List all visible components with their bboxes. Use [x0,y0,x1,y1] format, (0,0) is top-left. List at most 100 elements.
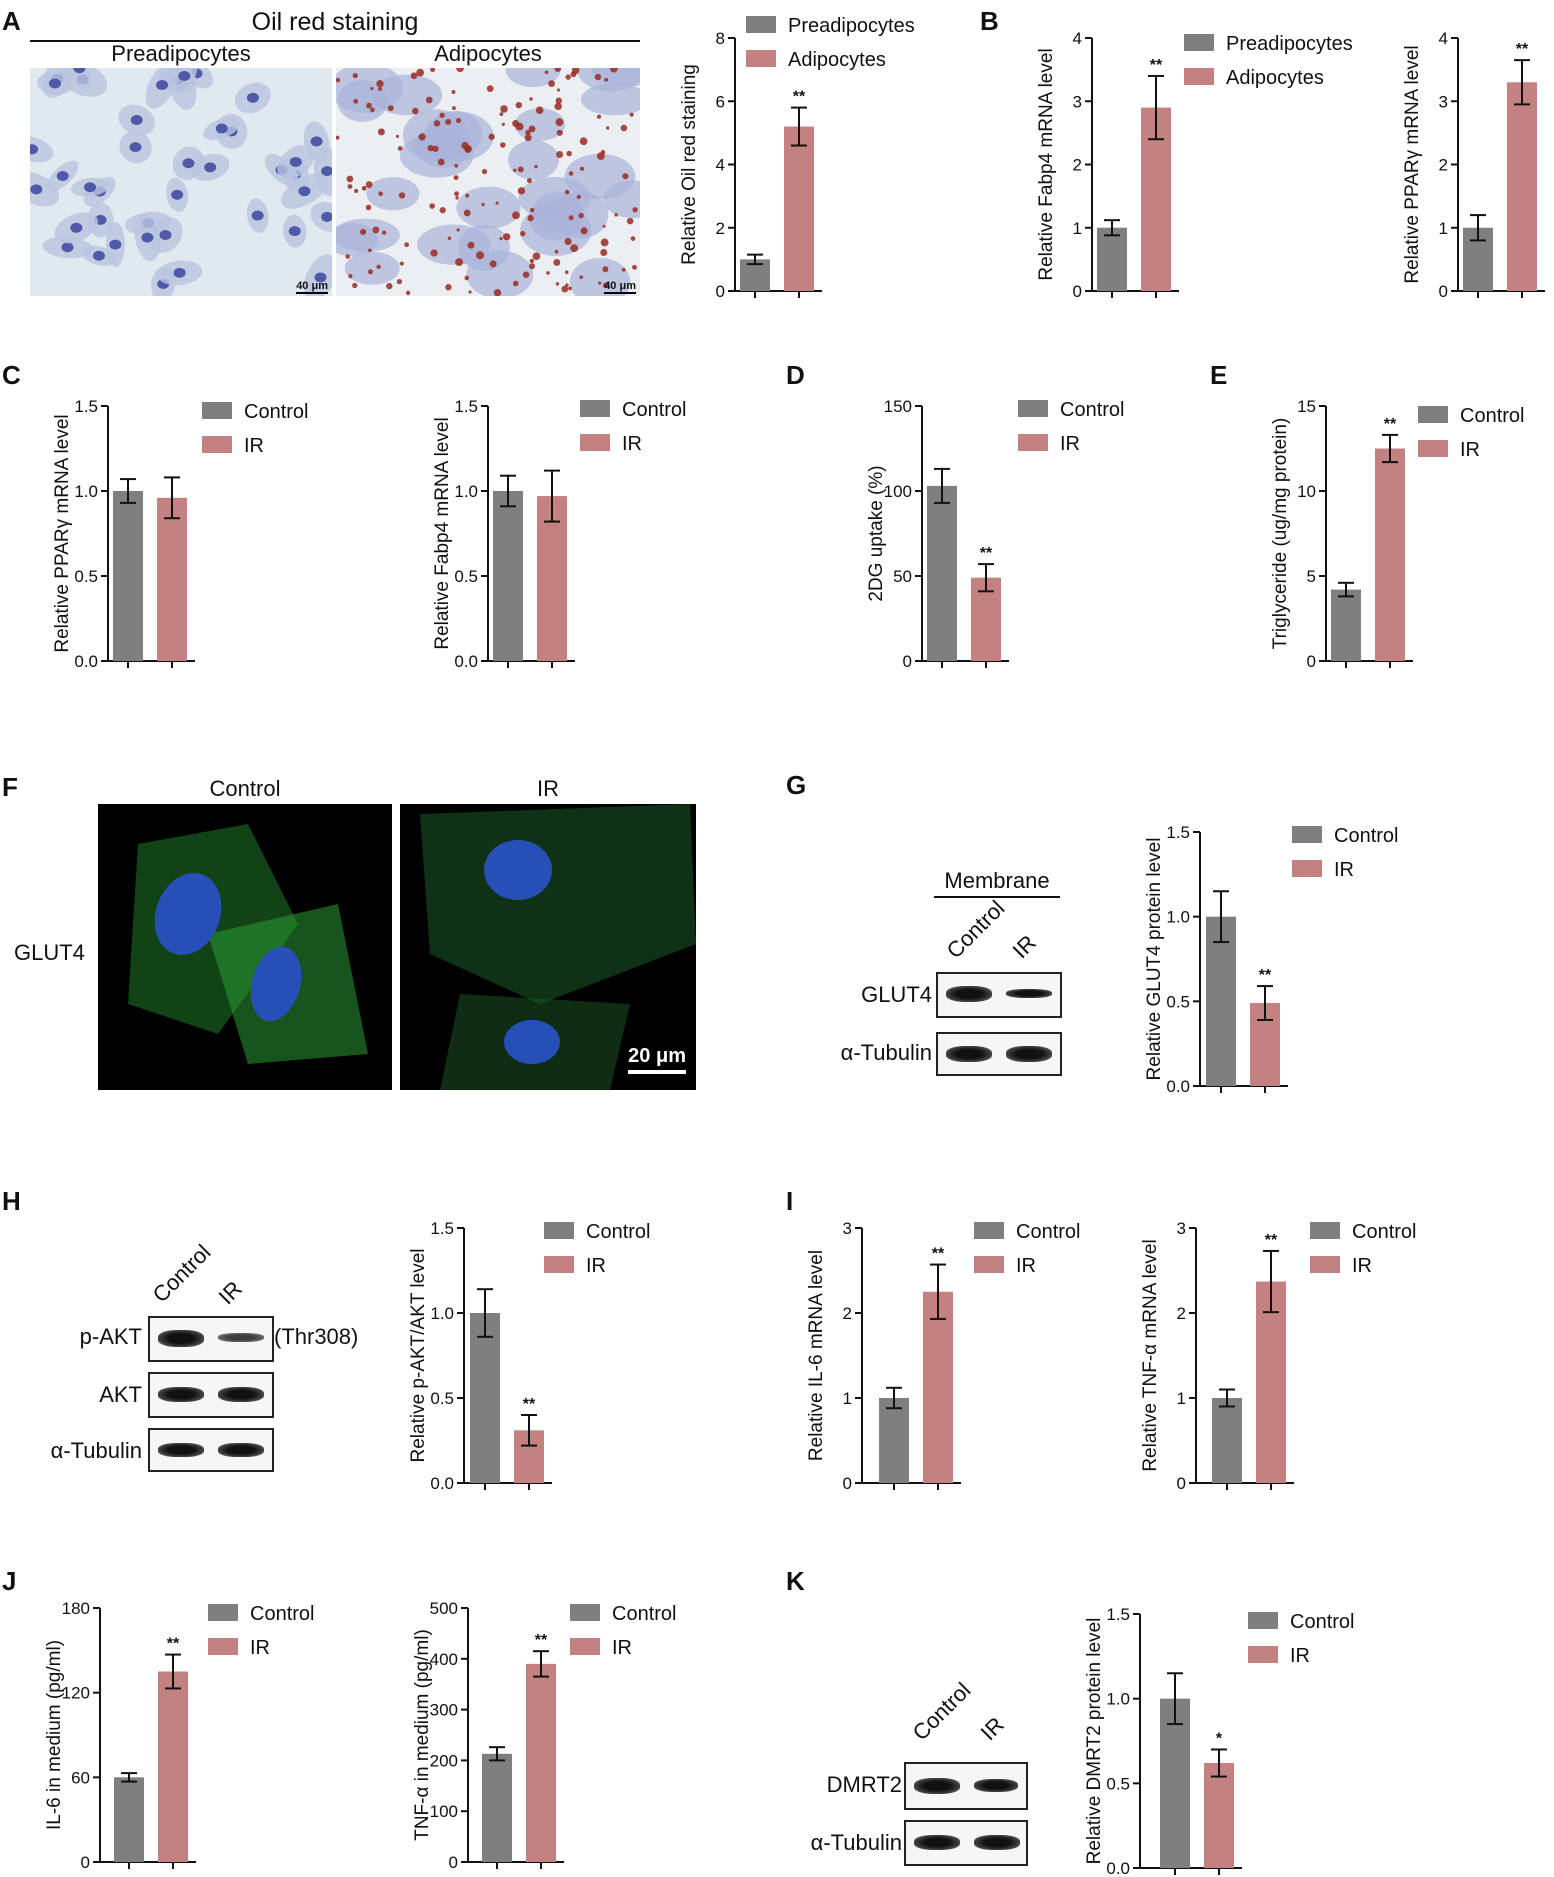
lipid-droplet [381,230,387,235]
lipid-droplet [347,184,353,189]
y-tick-label: 0.0 [454,652,478,671]
legend-label: Control [1334,825,1398,847]
cell-nucleus [73,68,86,74]
lipid-droplet [352,72,358,79]
lipid-droplet [376,80,384,88]
g-row-tubulin: α-Tubulin [840,1040,932,1065]
legend-swatch [1418,440,1448,457]
lipid-droplet [520,230,526,237]
lipid-droplet [465,193,470,198]
legend-swatch [208,1638,238,1655]
cell-nucleus [61,242,74,253]
lipid-droplet [614,213,618,217]
legend-swatch [974,1222,1004,1239]
cell [569,257,631,296]
scale-bar-label: 40 μm [604,280,636,294]
lipid-droplet [526,178,532,184]
legend-label: IR [1334,859,1354,881]
bar-ir [923,1291,953,1483]
legend-label: Control [1016,1221,1080,1243]
bar-control [1331,589,1361,661]
adipocytes-cells [336,68,640,296]
lipid-droplet [481,202,485,207]
legend-label: Control [612,1603,676,1625]
panel-label-k: K [786,1566,805,1596]
glut4-ir-image: 20 μm [400,804,696,1090]
significance-marker: ** [980,545,993,562]
chart-d: 0 50 100 150 2DG uptake (%) ** Control IR [866,397,1124,671]
k-blot-dmrt2 [904,1762,1028,1810]
lipid-droplet [336,77,341,83]
lipid-droplet [596,114,602,119]
y-tick-label: 0 [1177,1474,1186,1493]
y-tick-label: 0.5 [454,567,478,586]
y-tick-label: 2 [716,219,725,238]
membrane-header: Membrane [944,868,1050,893]
y-tick-label: 500 [430,1599,458,1618]
legend-swatch [746,16,776,33]
y-tick-label: 60 [71,1768,90,1787]
glut4-control-image [98,804,392,1090]
band [218,1387,264,1402]
bar-adipocytes [784,126,814,291]
h-blot-pakt [148,1316,274,1362]
y-tick-label: 2 [843,1304,852,1323]
lipid-droplet [386,282,393,290]
lipid-droplet [555,97,562,104]
significance-marker: ** [1150,57,1163,74]
bar-control [1206,916,1236,1086]
cell-nucleus [159,229,172,240]
lipid-droplet [620,124,628,132]
lipid-droplet [489,260,497,268]
lipid-droplet [367,248,372,253]
bar-ir [1256,1281,1286,1483]
lipid-droplet [410,72,418,80]
h-thr308: (Thr308) [274,1324,359,1349]
y-tick-label: 0.5 [74,567,98,586]
cell-nucleus [298,186,311,197]
y-tick-label: 180 [62,1599,90,1618]
cell-nucleus [204,162,217,173]
significance-marker: ** [1265,1232,1278,1249]
y-tick-label: 1.5 [454,397,478,416]
legend-label: Control [250,1603,314,1625]
lipid-droplet [454,191,459,197]
legend-label: IR [612,1637,632,1659]
bar-control [927,485,957,661]
y-tick-label: 0 [1073,282,1082,301]
lipid-droplet [360,228,367,236]
legend-label: IR [1352,1255,1372,1277]
oil-red-title: Oil red staining [251,8,419,36]
nucleus [504,1020,560,1064]
y-tick-label: 0.0 [1106,1859,1130,1877]
lipid-droplet [376,264,381,270]
bar-control [114,1777,144,1862]
lipid-droplet [455,258,464,267]
lipid-droplet [427,144,434,152]
lipid-droplet [456,228,460,232]
legend-label: Preadipocytes [788,15,915,37]
bar-control [1160,1698,1190,1868]
y-axis-label: Relative PPARγ mRNA level [52,414,73,652]
cell [603,180,640,219]
band [218,1443,264,1457]
lipid-droplet [565,74,571,80]
chart-j2: 0 100 200 300 400 500 TNF-α in medium (pg/ml) *… [412,1599,676,1872]
lipid-droplet [529,207,535,213]
y-tick-label: 3 [1177,1219,1186,1238]
band [158,1387,204,1402]
cell-nucleus [30,184,43,195]
legend-label: IR [586,1255,606,1277]
y-tick-label: 1.5 [74,397,98,416]
bar-ir [1204,1763,1234,1868]
panel-label-g: G [786,770,807,800]
lipid-droplet [361,185,367,191]
cell-nucleus [156,80,169,91]
lipid-droplet [629,112,634,117]
legend-swatch [1184,34,1214,51]
cell [457,224,510,271]
significance-marker: ** [1516,41,1529,58]
significance-marker: ** [535,1632,548,1649]
